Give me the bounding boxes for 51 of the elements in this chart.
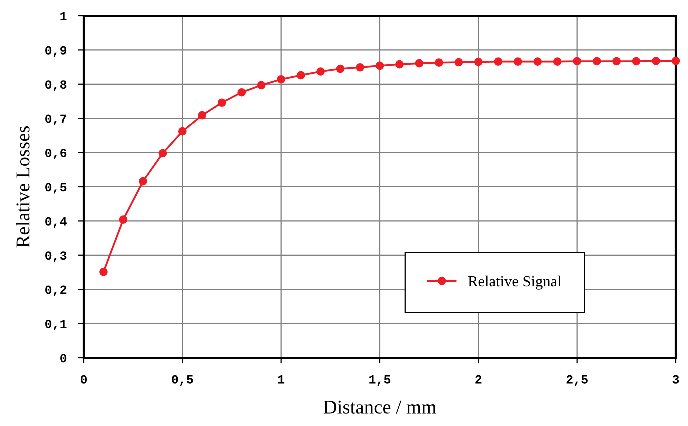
point [178,127,187,136]
y-axis-title: Relative Losses [16,126,30,248]
point [257,81,266,90]
point [474,58,483,66]
point [454,58,464,67]
point [494,58,503,66]
legend-label: Relative Signal [468,276,562,290]
x-tick-label: 3 [672,375,680,384]
y-tick-label: 0,6 [46,148,67,160]
x-tick-label: 2 [476,375,482,384]
point [316,68,325,76]
point [100,268,108,276]
point [396,60,404,69]
point [592,57,602,66]
point [573,57,582,66]
x-tick-label: 1 [278,375,285,384]
point [534,58,542,66]
y-tick-label: 0,1 [46,320,67,331]
point [158,149,168,158]
point [415,59,424,68]
point [553,58,562,66]
y-tick-label: 0,2 [46,286,67,296]
y-tick-label: 1 [60,12,67,21]
point [672,56,680,66]
point [435,58,444,68]
x-tick-label: 0,5 [172,375,194,386]
point [514,58,522,66]
y-tick-label: 0 [60,354,67,363]
y-tick-label: 0,8 [46,80,67,92]
x-axis-title: Distance / mm [324,400,436,414]
point [632,57,641,66]
point [218,98,226,108]
point [652,56,660,66]
y-tick-label: 0,7 [46,114,66,126]
point [119,216,128,224]
point [356,63,364,72]
point [277,75,286,84]
x-tick-label: 0 [80,375,88,384]
point [376,62,384,70]
y-tick-label: 0,4 [46,217,67,228]
y-tick-label: 0,9 [46,46,67,57]
point [296,71,306,80]
x-tick-label: 1,5 [370,375,391,386]
point [336,64,345,74]
y-tick-label: 0,3 [46,252,67,262]
y-tick-label: 0,5 [46,183,67,194]
point [198,111,207,120]
point [612,57,621,66]
x-tick-label: 2,5 [566,375,588,386]
point [238,88,246,97]
point [139,177,148,186]
